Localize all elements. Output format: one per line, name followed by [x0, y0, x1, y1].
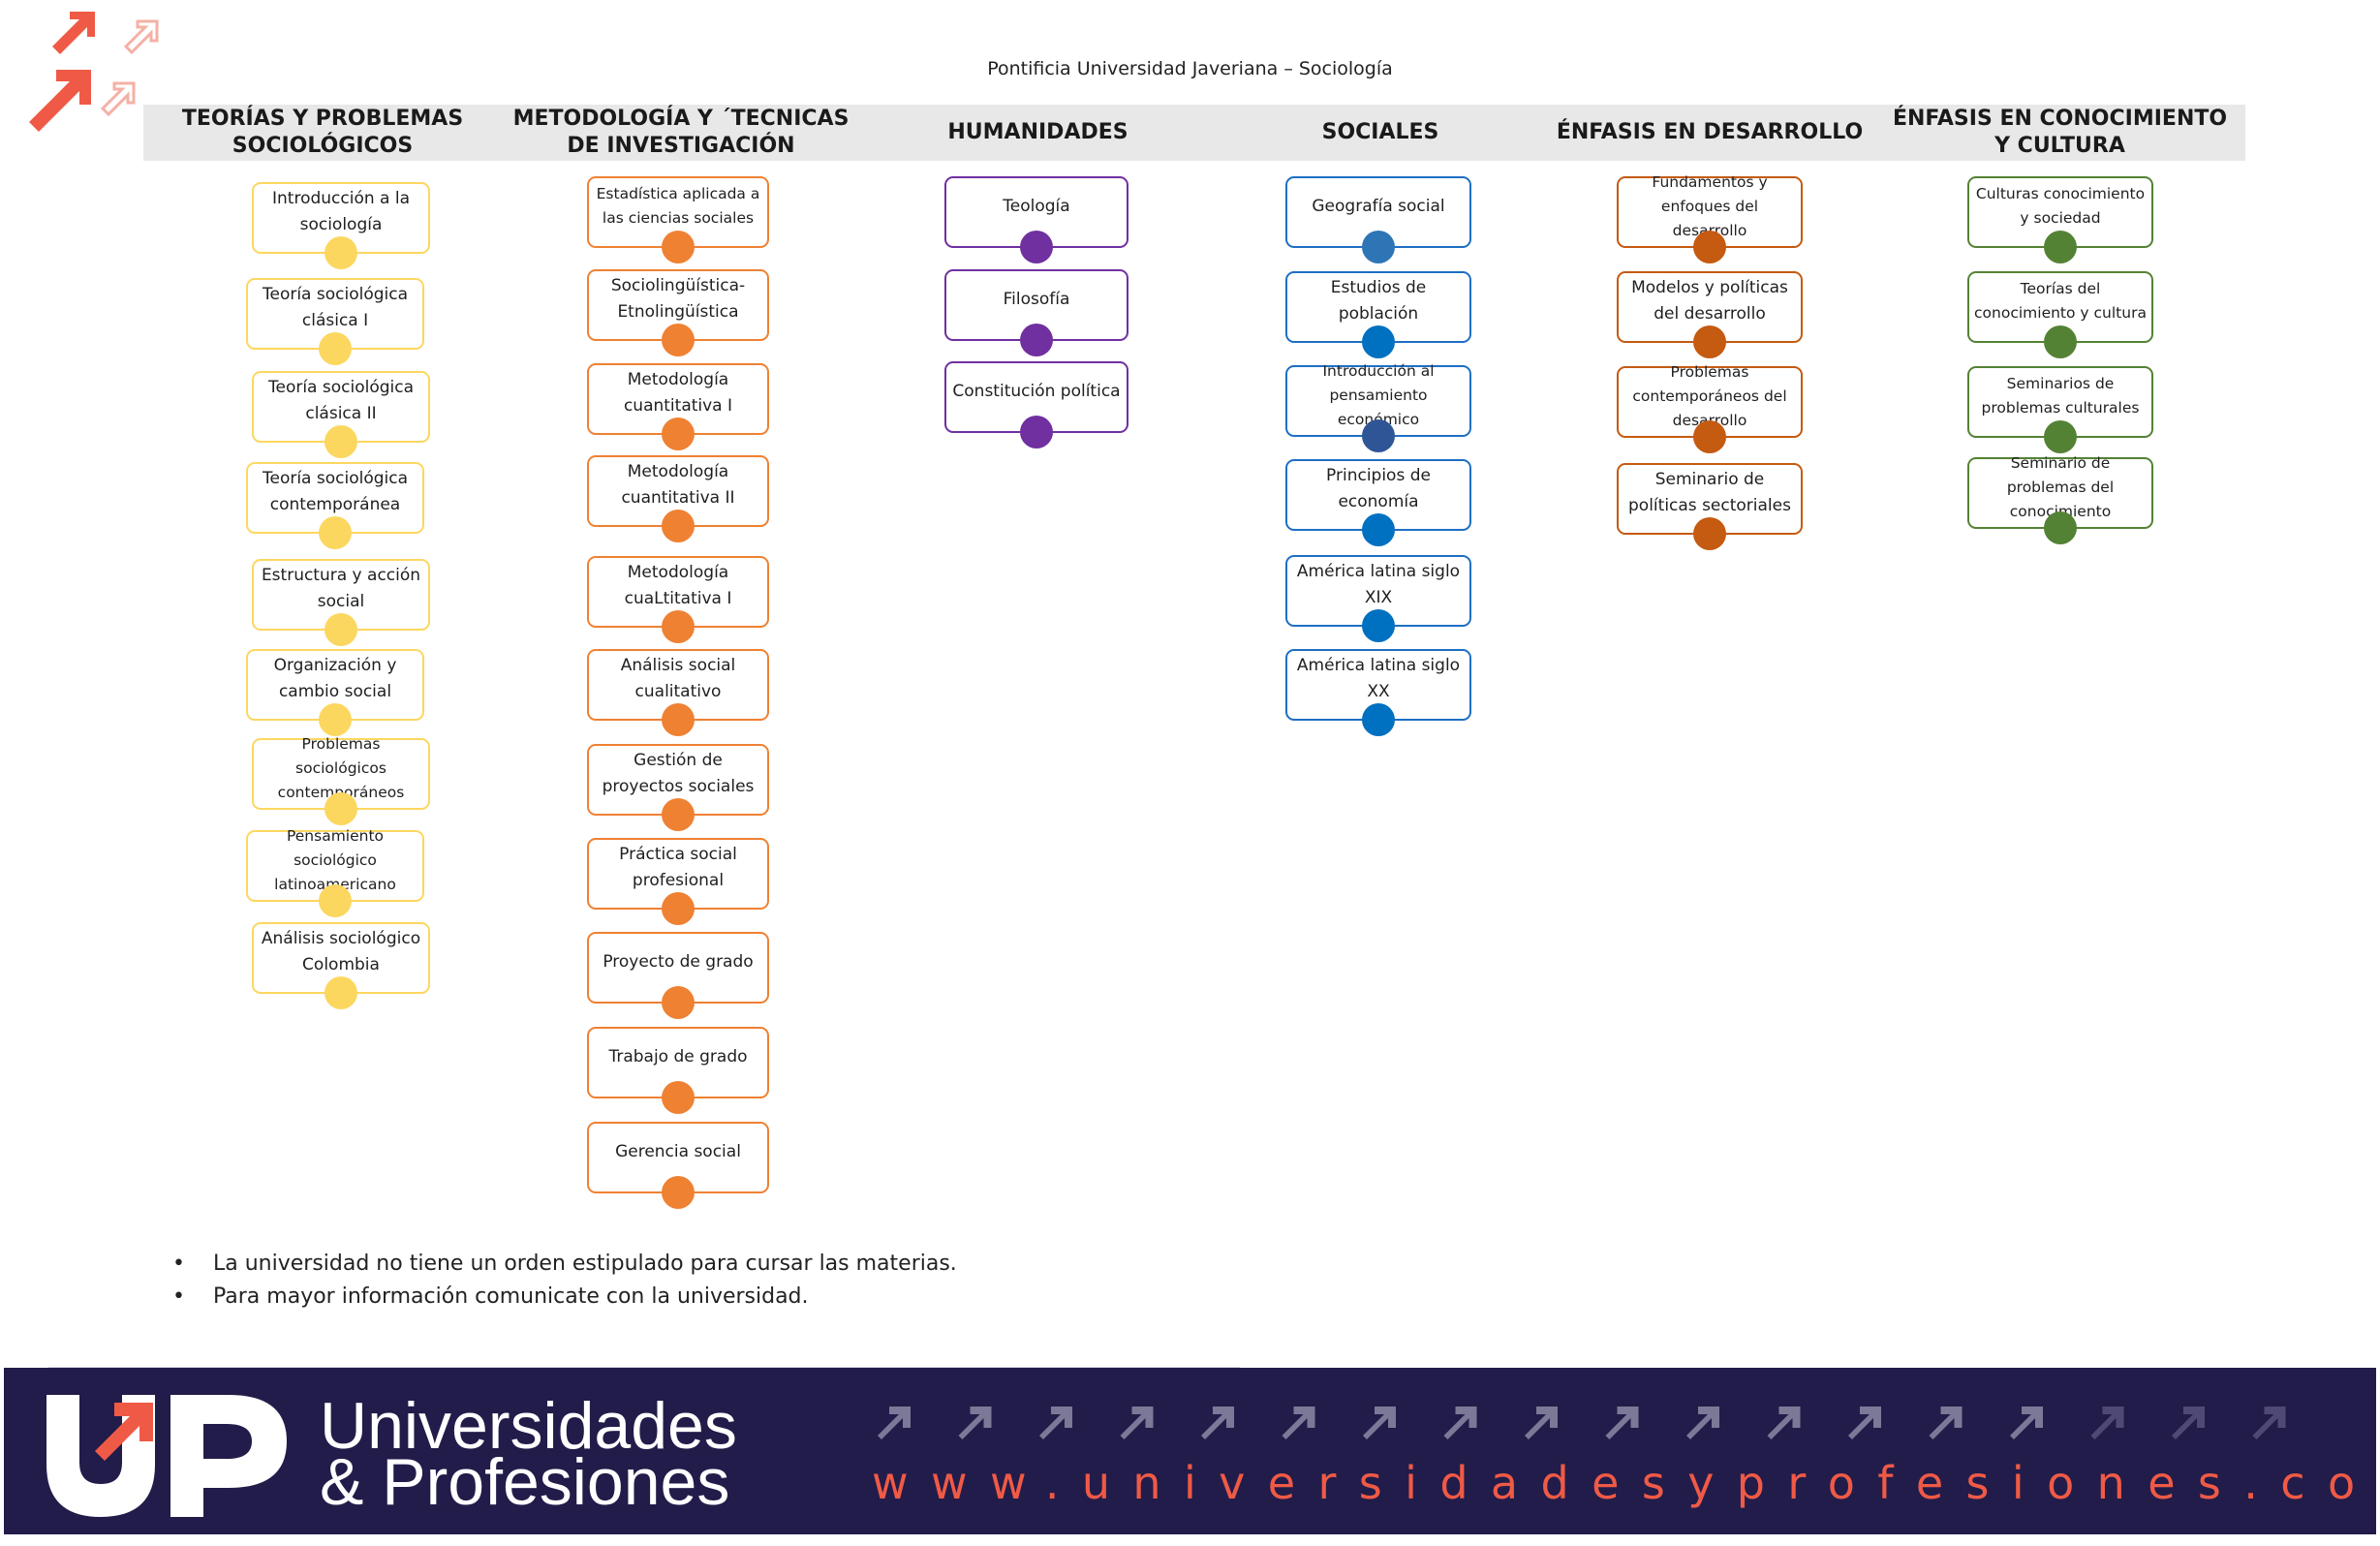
course-node-icon — [325, 976, 357, 1009]
course-node-icon — [325, 425, 357, 458]
brand-name-line-1: Universidades — [320, 1389, 737, 1463]
course-node-icon — [319, 884, 352, 917]
note-item: Para mayor información comunicate con la… — [172, 1281, 957, 1314]
course-node-icon — [662, 417, 695, 450]
course-node-icon — [662, 798, 695, 831]
document-title: Pontificia Universidad Javeriana – Socio… — [987, 58, 1393, 79]
arrow-icon — [1201, 1407, 1234, 1439]
arrow-icon — [958, 1407, 992, 1439]
arrow-icon — [1525, 1407, 1558, 1439]
arrow-icon — [1443, 1407, 1477, 1439]
course-node-icon — [1362, 231, 1395, 263]
course-node-icon — [319, 332, 352, 365]
course-node-icon — [1693, 231, 1726, 263]
course-node-icon — [662, 510, 695, 542]
column-header: HUMANIDADES — [947, 120, 1128, 144]
course-box[interactable]: Culturas conocimiento y sociedad — [1967, 176, 2153, 248]
column-header-band — [143, 105, 2245, 161]
notes-list: La universidad no tiene un orden estipul… — [172, 1248, 957, 1314]
course-node-icon — [1020, 324, 1053, 356]
course-node-icon — [319, 516, 352, 549]
arrow-icon — [2090, 1407, 2124, 1439]
course-node-icon — [325, 613, 357, 646]
arrow-icon — [2172, 1407, 2205, 1439]
column-header: ÉNFASIS EN DESARROLLO — [1556, 120, 1864, 144]
arrow-pattern-icon — [878, 1407, 2286, 1439]
course-box[interactable]: Seminario de políticas sectoriales — [1617, 463, 1803, 535]
course-node-icon — [2044, 231, 2077, 263]
course-node-icon — [1362, 325, 1395, 358]
course-node-icon — [1693, 517, 1726, 550]
column-header: TEORÍAS Y PROBLEMAS SOCIOLÓGICOS — [181, 107, 464, 158]
course-node-icon — [662, 1176, 695, 1209]
course-node-icon — [662, 703, 695, 736]
course-node-icon — [1362, 609, 1395, 642]
course-node-icon — [1020, 231, 1053, 263]
arrow-icon — [1686, 1407, 1719, 1439]
course-node-icon — [1362, 513, 1395, 546]
arrow-icon — [1363, 1407, 1396, 1439]
course-node-icon — [1693, 325, 1726, 358]
course-node-icon — [325, 792, 357, 825]
course-node-icon — [1362, 703, 1395, 736]
course-node-icon — [662, 1081, 695, 1114]
course-node-icon — [1020, 416, 1053, 448]
column-header: METODOLOGÍA Y ´TECNICAS DE INVESTIGACIÓN — [512, 107, 850, 158]
footer-banner: Universidades & Profesiones www.universi… — [4, 1368, 2380, 1534]
course-node-icon — [2044, 511, 2077, 544]
arrow-icon — [2252, 1407, 2286, 1439]
column-header: SOCIALES — [1321, 120, 1439, 144]
arrow-icon — [1767, 1407, 1801, 1439]
course-node-icon — [2044, 325, 2077, 358]
column-header: ÉNFASIS EN CONOCIMIENTO Y CULTURA — [1892, 107, 2228, 158]
course-box[interactable]: Seminarios de problemas culturales — [1967, 366, 2153, 438]
arrow-icon — [1039, 1407, 1072, 1439]
arrow-icon — [1282, 1407, 1315, 1439]
brand-arrows-logo-icon — [29, 12, 159, 132]
course-node-icon — [1693, 420, 1726, 453]
website-url[interactable]: www.universidadesyprofesiones.com — [872, 1457, 2380, 1509]
note-item: La universidad no tiene un orden estipul… — [172, 1248, 957, 1281]
brand-name-line-2: & Profesiones — [320, 1445, 730, 1519]
course-node-icon — [319, 703, 352, 736]
course-box[interactable]: Organización y cambio social — [246, 649, 424, 721]
arrow-icon — [1605, 1407, 1639, 1439]
course-node-icon — [662, 986, 695, 1019]
course-node-icon — [2044, 420, 2077, 453]
up-logo-icon — [46, 1395, 287, 1517]
course-node-icon — [1362, 419, 1395, 452]
arrow-icon — [878, 1407, 911, 1439]
course-node-icon — [325, 236, 357, 269]
course-node-icon — [662, 892, 695, 925]
course-node-icon — [662, 324, 695, 356]
course-node-icon — [662, 610, 695, 643]
arrow-icon — [2010, 1407, 2043, 1439]
arrow-icon — [1120, 1407, 1154, 1439]
course-node-icon — [662, 231, 695, 263]
arrow-icon — [1848, 1407, 1881, 1439]
arrow-icon — [1929, 1407, 1963, 1439]
